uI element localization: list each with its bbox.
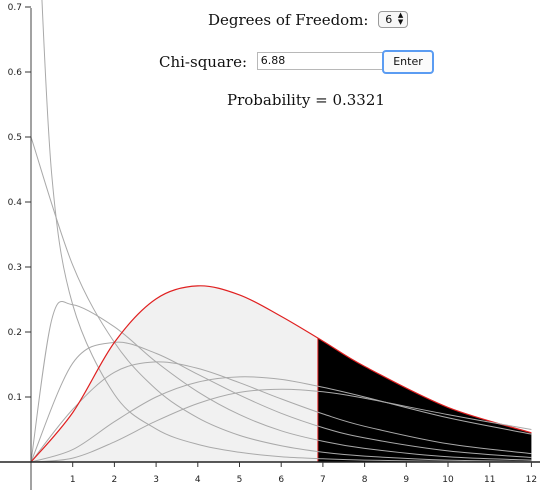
chi-square-input[interactable]: 6.88	[256, 52, 396, 70]
x-tick-label: 10	[442, 475, 454, 485]
x-tick-label: 12	[526, 475, 537, 485]
x-tick-label: 8	[362, 475, 368, 485]
tail-area-fill	[317, 338, 532, 462]
dof-label: Degrees of Freedom:	[208, 11, 369, 29]
tick-marks: 1 2 3 4 5 6 7 8 9 10 11 120.10.20.30.40.50.60.7	[8, 3, 537, 485]
area-fills	[31, 285, 532, 462]
chi-row: Chi-square: 6.88	[159, 52, 396, 72]
x-tick-label: 6	[278, 475, 284, 485]
enter-button[interactable]: Enter	[382, 50, 434, 74]
controls-panel: Degrees of Freedom: 6 ▲ ▼ Chi-square: 6.8…	[0, 0, 540, 120]
x-tick-label: 4	[195, 475, 201, 485]
x-tick-label: 5	[237, 475, 243, 485]
y-tick-label: 0.6	[8, 68, 23, 78]
curve-df-8	[30, 388, 532, 463]
probability-text: Probability = 0.3321	[227, 91, 385, 109]
y-tick-label: 0.1	[8, 393, 22, 403]
x-tick-label: 7	[320, 475, 326, 485]
x-tick-label: 9	[403, 475, 409, 485]
curve-df-7	[30, 376, 532, 463]
curve-df-3	[30, 301, 532, 463]
curve-df-2	[30, 136, 532, 462]
dof-row: Degrees of Freedom: 6 ▲ ▼	[208, 10, 409, 30]
axes	[0, 8, 540, 490]
curve-df-1	[41, 0, 532, 463]
updown-arrows-icon: ▲ ▼	[397, 10, 404, 26]
x-tick-label: 3	[153, 475, 159, 485]
y-tick-label: 0.3	[8, 263, 22, 273]
y-tick-label: 0.4	[8, 198, 23, 208]
x-tick-label: 2	[112, 475, 118, 485]
curve-df-6	[30, 285, 532, 463]
x-tick-label: 11	[484, 475, 495, 485]
distribution-curves	[30, 0, 532, 463]
dof-value: 6	[385, 12, 393, 26]
dof-select[interactable]: 6 ▲ ▼	[378, 10, 409, 28]
chi-label: Chi-square:	[159, 53, 248, 71]
y-tick-label: 0.5	[8, 133, 22, 143]
x-tick-label: 1	[70, 475, 76, 485]
y-tick-label: 0.2	[8, 328, 22, 338]
curve-df-4	[30, 341, 532, 463]
curve-df-5	[30, 361, 532, 463]
y-tick-label: 0.7	[8, 3, 22, 13]
